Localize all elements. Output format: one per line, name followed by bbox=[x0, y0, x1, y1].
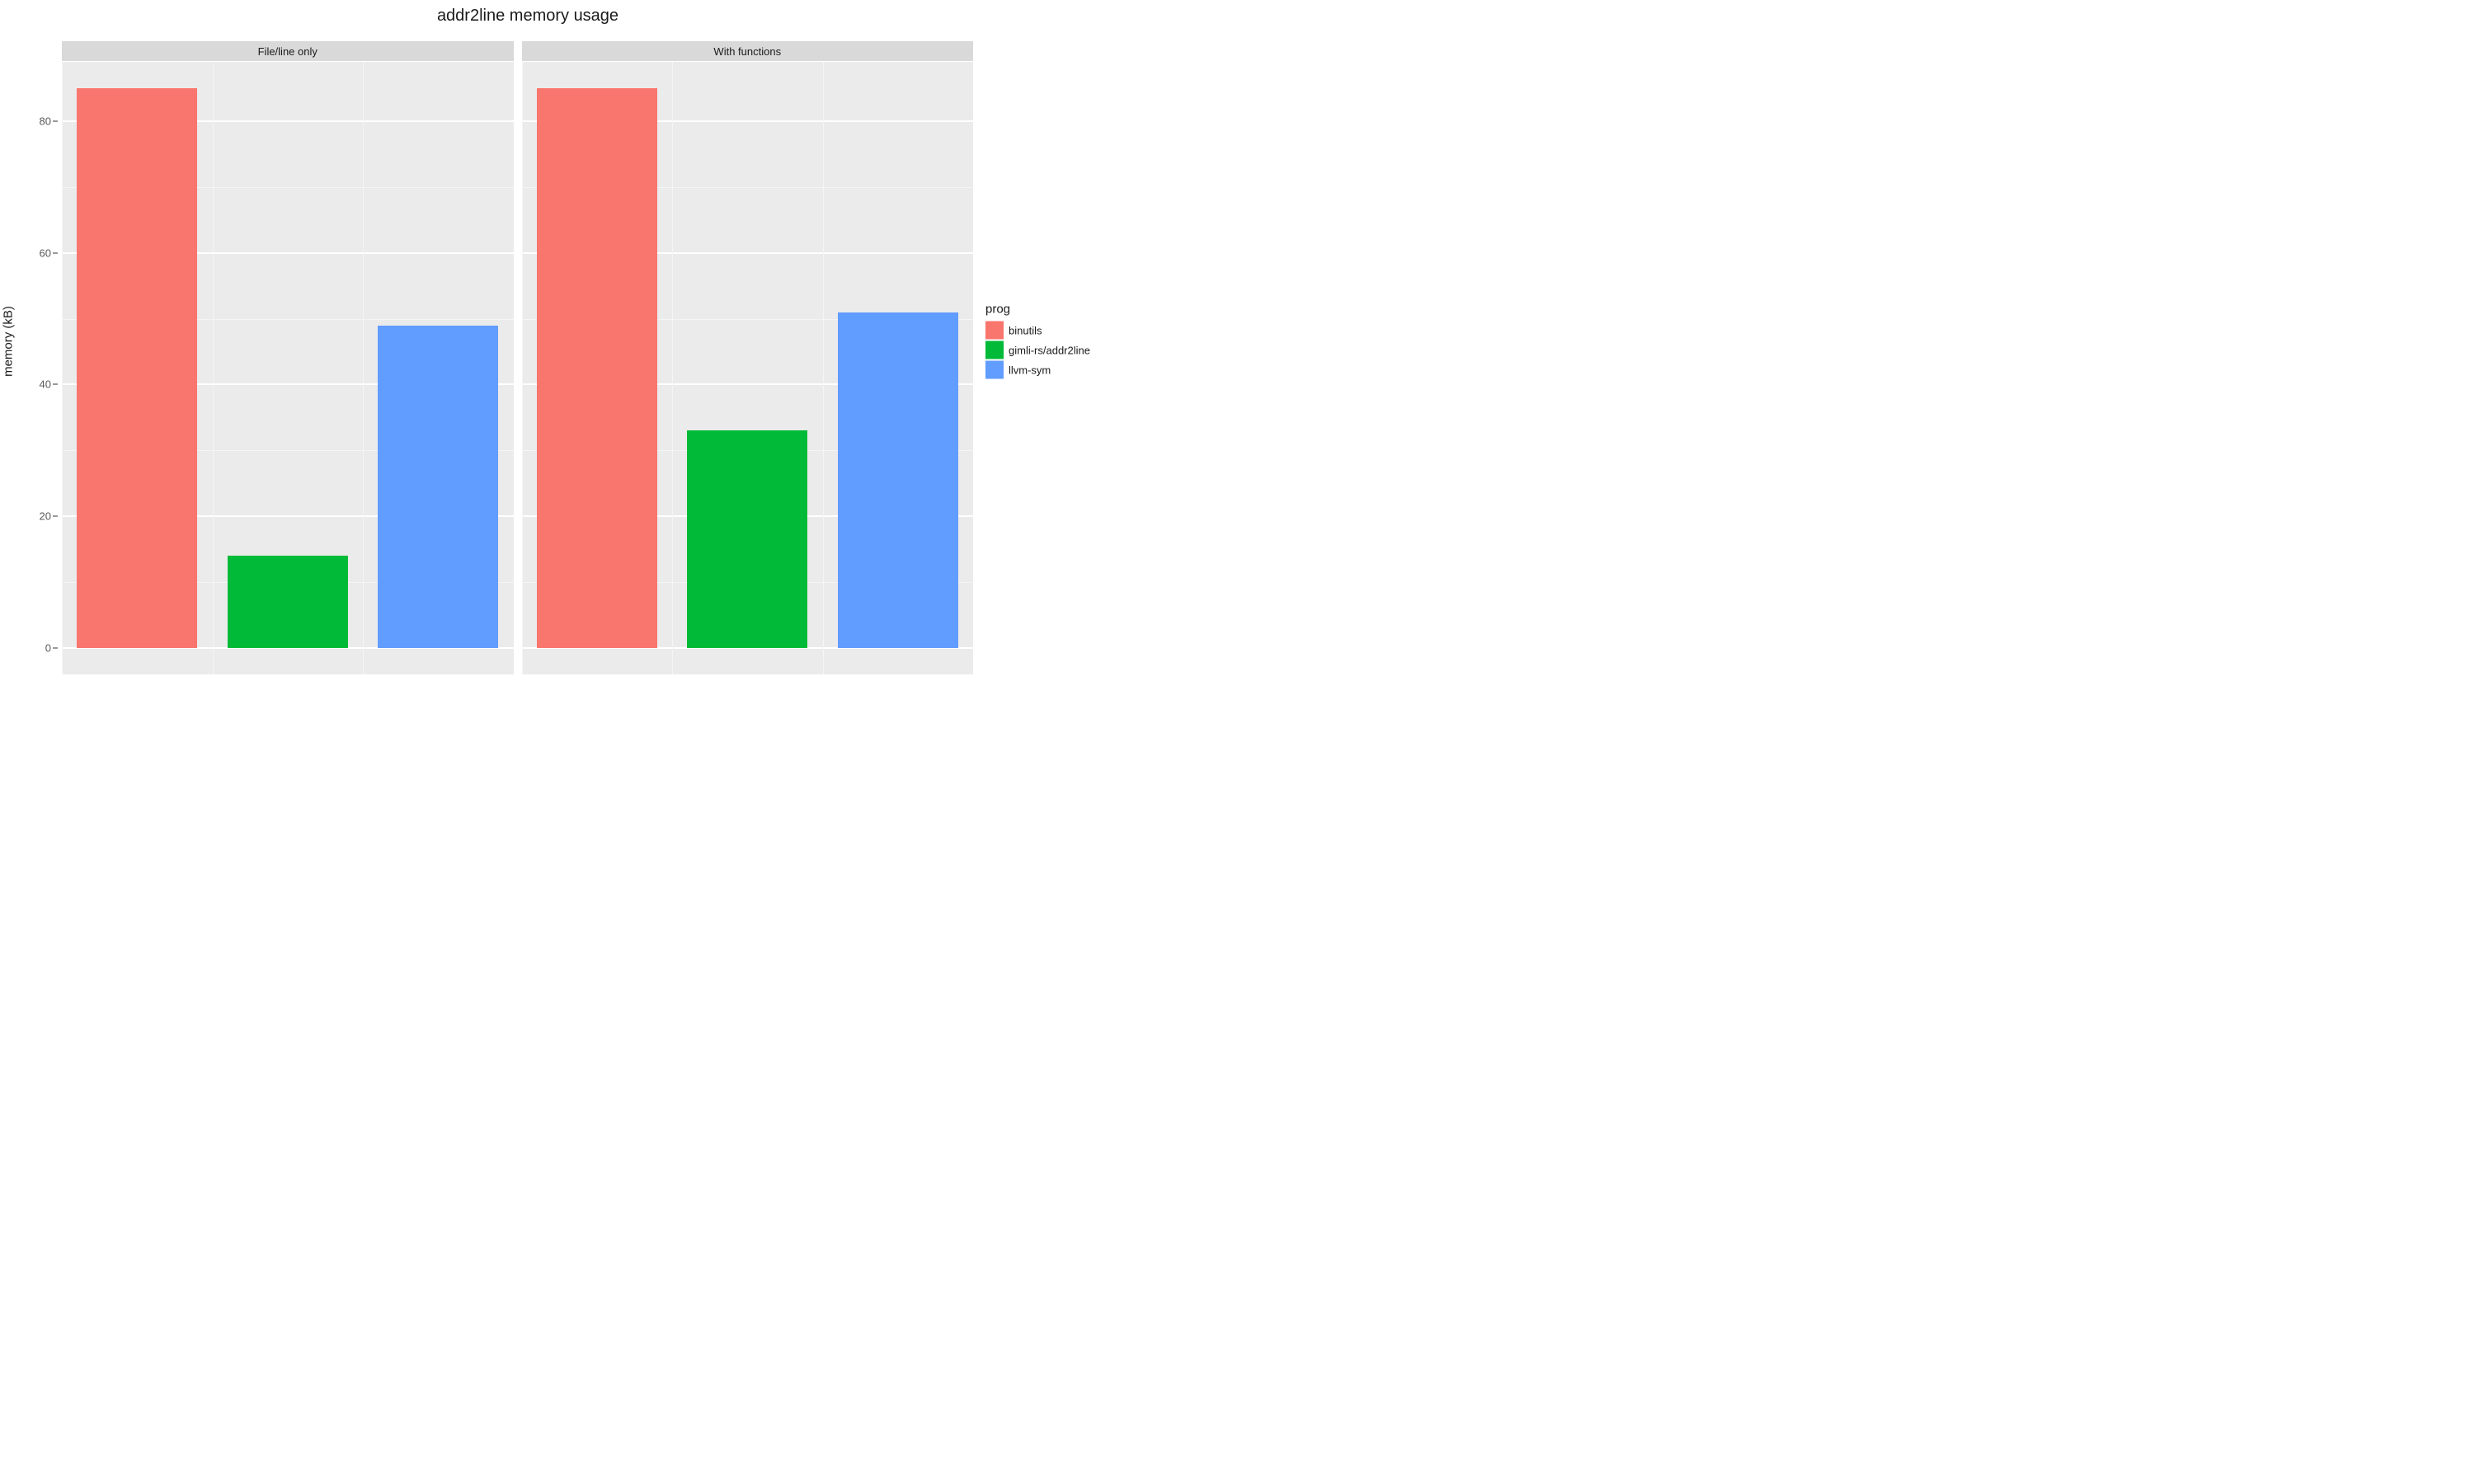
legend-item: binutils bbox=[985, 322, 1130, 340]
bar bbox=[228, 556, 348, 648]
facet-panel: With functions bbox=[522, 41, 974, 674]
chart-container: addr2line memory usage memory (kB) 02040… bbox=[0, 0, 1138, 683]
bar-slot bbox=[363, 62, 514, 674]
legend-swatch bbox=[985, 341, 1004, 359]
legend-label: gimli-rs/addr2line bbox=[1009, 344, 1090, 356]
plot-area bbox=[62, 62, 514, 674]
y-tick-mark bbox=[53, 252, 58, 253]
legend-label: binutils bbox=[1009, 324, 1042, 336]
legend-label: llvm-sym bbox=[1009, 364, 1051, 376]
y-tick-label: 40 bbox=[40, 378, 51, 391]
bar-slot bbox=[522, 62, 673, 674]
legend-title: prog bbox=[985, 303, 1130, 317]
legend: prog binutils gimli-rs/addr2line llvm-sym bbox=[985, 303, 1130, 381]
y-tick-mark bbox=[53, 120, 58, 121]
legend-swatch bbox=[985, 361, 1004, 379]
y-tick-mark bbox=[53, 648, 58, 649]
bar-slot bbox=[213, 62, 364, 674]
y-tick-mark bbox=[53, 384, 58, 385]
bar-slot bbox=[672, 62, 823, 674]
y-axis-ticks: 0 20 40 60 80 bbox=[0, 62, 59, 674]
legend-item: gimli-rs/addr2line bbox=[985, 341, 1130, 359]
bar-slot bbox=[823, 62, 974, 674]
legend-item: llvm-sym bbox=[985, 361, 1130, 379]
legend-items: binutils gimli-rs/addr2line llvm-sym bbox=[985, 322, 1130, 379]
bar bbox=[687, 430, 807, 648]
y-tick-mark bbox=[53, 516, 58, 517]
bars-layer bbox=[62, 62, 514, 674]
facet-panel: File/line only bbox=[62, 41, 514, 674]
bar bbox=[77, 88, 197, 648]
facet-strip: File/line only bbox=[62, 41, 514, 62]
y-tick-label: 0 bbox=[45, 642, 51, 655]
bar bbox=[838, 312, 958, 648]
bars-layer bbox=[522, 62, 974, 674]
y-tick-label: 60 bbox=[40, 247, 51, 259]
bar-slot bbox=[62, 62, 213, 674]
chart-title: addr2line memory usage bbox=[41, 0, 1014, 26]
legend-swatch bbox=[985, 322, 1004, 340]
plot-area bbox=[522, 62, 974, 674]
facet-panels: File/line only With functions bbox=[62, 41, 973, 674]
bar bbox=[537, 88, 657, 648]
y-tick-label: 20 bbox=[40, 510, 51, 523]
bar bbox=[378, 326, 498, 648]
y-tick-label: 80 bbox=[40, 115, 51, 127]
facet-strip: With functions bbox=[522, 41, 974, 62]
